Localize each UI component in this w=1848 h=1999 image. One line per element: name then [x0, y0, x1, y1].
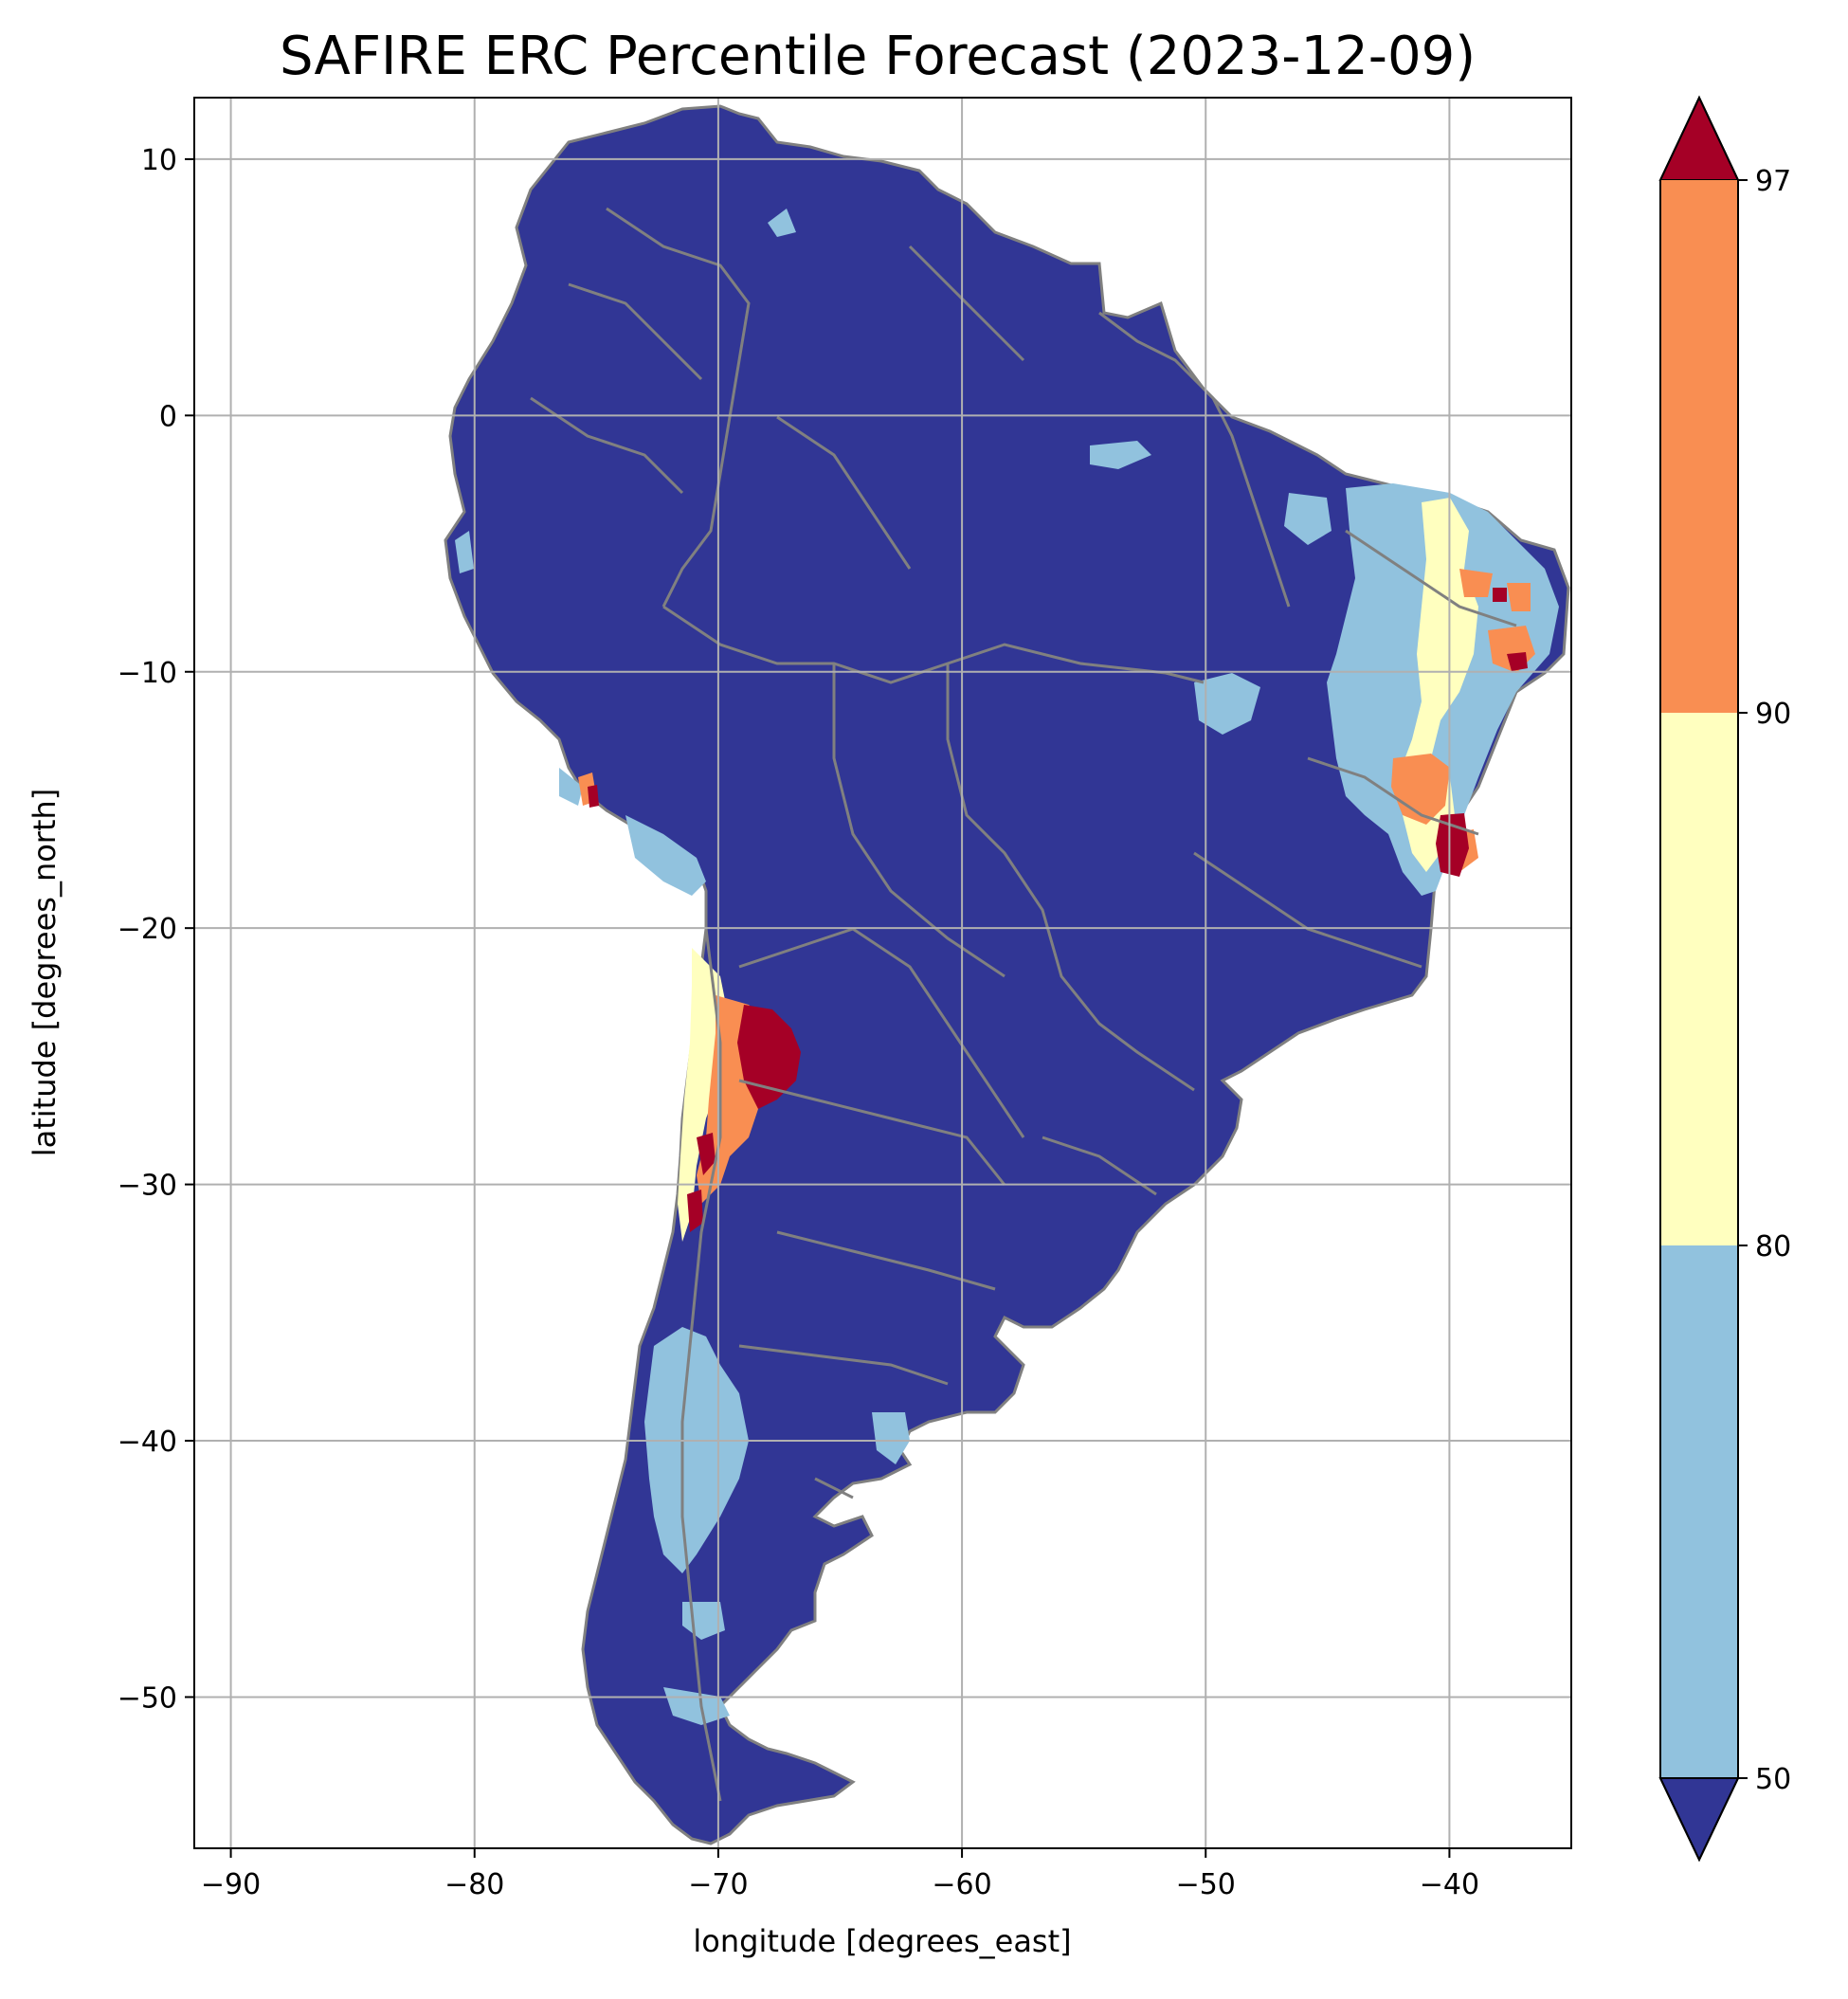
x-axis-label: longitude [degrees_east] [693, 1923, 1071, 1959]
y-tick-label: 10 [141, 144, 177, 177]
y-tick-label: −50 [118, 1681, 177, 1715]
y-tick-label: −20 [118, 913, 177, 946]
y-tick-label: −10 [118, 657, 177, 690]
colorbar-tick-label: 80 [1755, 1230, 1791, 1263]
colorbar-extend-under [1658, 1777, 1740, 1863]
gridlines [194, 98, 1571, 1848]
colorbar-band-50-80 [1660, 1245, 1738, 1778]
y-tick-label: 0 [159, 400, 177, 433]
x-axis-ticks: −90 −80 −70 −60 −50 −40 [201, 1848, 1479, 1901]
plot-frame [193, 97, 1572, 1849]
x-tick-label: −40 [1420, 1868, 1479, 1901]
y-axis-ticks: 10 0 −10 −20 −30 −40 −50 [118, 144, 194, 1715]
colorbar: 50 80 90 97 [1658, 95, 1791, 1863]
x-tick-label: −90 [201, 1868, 261, 1901]
x-tick-label: −50 [1176, 1868, 1236, 1901]
y-tick-label: −30 [118, 1170, 177, 1203]
y-axis-label: latitude [degrees_north] [27, 789, 63, 1157]
colorbar-tick-label: 90 [1755, 698, 1791, 731]
colorbar-tick-label: 97 [1755, 165, 1791, 198]
colorbar-tick-label: 50 [1755, 1763, 1791, 1796]
colorbar-band-90-97 [1660, 180, 1738, 713]
x-tick-label: −70 [688, 1868, 748, 1901]
colorbar-ticks: 50 80 90 97 [1738, 165, 1791, 1796]
chart-title: SAFIRE ERC Percentile Forecast (2023-12-… [280, 26, 1476, 87]
colorbar-band-80-90 [1660, 713, 1738, 1245]
map-plot-area: −90 −80 −70 −60 −50 −40 10 0 −10 −20 −30 −40 −50 [118, 97, 1572, 1901]
y-tick-label: −40 [118, 1426, 177, 1459]
x-tick-label: −80 [444, 1868, 504, 1901]
colorbar-extend-over [1658, 95, 1740, 181]
x-tick-label: −60 [932, 1868, 991, 1901]
